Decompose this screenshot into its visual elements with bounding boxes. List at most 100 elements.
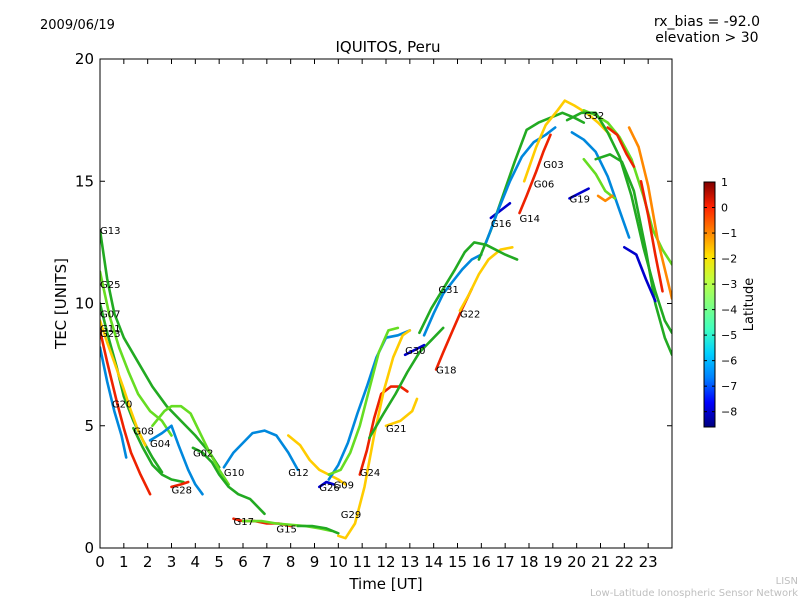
series-line-gdesc2	[565, 111, 672, 335]
prn-label-g23: G23	[100, 329, 120, 340]
x-tick-label: 10	[329, 553, 348, 571]
series-line-g10	[222, 429, 300, 472]
prn-label-g32: G32	[584, 111, 604, 122]
series-line-gdesc5	[582, 157, 617, 200]
colorbar-tick-label: −8	[721, 406, 737, 419]
colorbar-tick-label: 0	[721, 202, 728, 215]
series-line-g14	[518, 133, 552, 215]
x-tick-label: 5	[214, 553, 224, 571]
prn-label-g10: G10	[224, 468, 244, 479]
x-tick-label: 13	[400, 553, 419, 571]
chart-info: rx_bias = -92.0 elevation > 30	[654, 14, 760, 46]
prn-label-g15: G15	[276, 524, 296, 535]
plot-frame	[99, 58, 673, 549]
x-tick-label: 14	[424, 553, 443, 571]
series-line-gdesc10	[596, 194, 614, 203]
colorbar-tick-label: −2	[721, 253, 737, 266]
colorbar-tick-label: −6	[721, 355, 737, 368]
x-tick-label: 4	[191, 553, 201, 571]
colorbar-label: Latitude	[742, 278, 757, 332]
prn-label-g04: G04	[150, 439, 170, 450]
series-line-g15b	[296, 524, 340, 535]
prn-label-g21: G21	[386, 424, 406, 435]
prn-label-g22: G22	[460, 309, 480, 320]
x-axis: 0 1 2 3 4 5 6 7 8 9 10 11 12 13 14 15 16 17 18 19 20 21 22 23	[95, 59, 658, 571]
series-line-g21b	[368, 326, 445, 440]
x-axis-label: Time [UT]	[348, 575, 422, 593]
series-line-g11	[100, 319, 147, 447]
prn-label-g24: G24	[360, 468, 380, 479]
x-tick-label: 16	[472, 553, 491, 571]
x-tick-label: 9	[310, 553, 320, 571]
series-line-g22	[458, 246, 514, 313]
x-tick-label: 18	[519, 553, 538, 571]
colorbar-tick-label: −5	[721, 329, 737, 342]
elevation-label: elevation > 30	[655, 30, 759, 46]
x-tick-label: 0	[95, 553, 105, 571]
series-line-gdesc3	[570, 131, 631, 239]
prn-label-g30: G30	[405, 346, 425, 357]
prn-label-g12: G12	[288, 468, 308, 479]
series-line-gdesc8	[627, 126, 672, 300]
prn-label-g02: G02	[193, 449, 213, 460]
x-tick-label: 17	[496, 553, 515, 571]
y-tick-label: 5	[84, 417, 94, 435]
series-line-gdesc9	[639, 180, 664, 293]
chart-title: IQUITOS, Peru	[335, 38, 441, 56]
prn-label-g11: G11	[100, 324, 120, 335]
series-line-g23	[100, 329, 152, 496]
series-line-g21	[384, 397, 419, 428]
series-line-g13	[100, 228, 221, 469]
colorbar-tick-label: −3	[721, 278, 737, 291]
series-line-gup1	[418, 241, 519, 335]
prn-label-g08: G08	[133, 427, 153, 438]
y-axis: 0 5 10 15 20	[75, 50, 672, 557]
series-line-g16	[489, 202, 512, 220]
prn-label-g07: G07	[100, 309, 120, 320]
rx-bias-label: rx_bias = -92.0	[653, 14, 760, 30]
prn-label-g17: G17	[233, 517, 253, 528]
x-tick-label: 2	[143, 553, 153, 571]
x-tick-label: 19	[543, 553, 562, 571]
x-tick-label: 3	[167, 553, 177, 571]
colorbar-tick-label: −1	[721, 227, 737, 240]
colorbar-bar	[703, 181, 716, 428]
prn-label-g28: G28	[172, 485, 192, 496]
prn-label-g25: G25	[100, 280, 120, 291]
y-tick-label: 20	[75, 50, 94, 68]
series-line-g02	[191, 446, 266, 516]
prn-label-g03: G03	[543, 160, 563, 171]
series-line-g32	[522, 99, 612, 183]
x-tick-label: 11	[353, 553, 372, 571]
series-line-g03	[484, 126, 557, 244]
series-line-g07	[100, 302, 164, 474]
prn-label-g16: G16	[491, 219, 511, 230]
colorbar: 1 0 −1 −2 −3 −4 −5 −6 −7 −8 Latitude	[703, 176, 757, 428]
series-line-grise	[327, 326, 400, 476]
series-line-g09	[327, 329, 412, 481]
network-short: LISN	[775, 576, 798, 587]
chart-date: 2009/06/19	[40, 18, 115, 33]
prn-label-g18: G18	[436, 366, 456, 377]
series-line-g12	[287, 434, 347, 486]
y-axis-label: TEC [UNITS]	[52, 258, 70, 350]
series-line-g28	[170, 480, 190, 489]
prn-label-g19: G19	[570, 194, 590, 205]
series-line-g30	[403, 343, 426, 357]
colorbar-tick-label: −4	[721, 304, 737, 317]
series-line-g25	[100, 270, 173, 437]
series-line-gdesc4	[594, 153, 672, 357]
x-tick-label: 6	[238, 553, 248, 571]
x-tick-label: 1	[119, 553, 129, 571]
x-tick-label: 22	[615, 553, 634, 571]
series-line-g31	[422, 253, 483, 337]
series-line-g19	[568, 187, 590, 200]
prn-label-g09: G09	[334, 480, 354, 491]
network-credit: LISN Low-Latitude Ionospheric Sensor Net…	[590, 576, 798, 600]
x-tick-label: 8	[286, 553, 296, 571]
series-line-gdesc7	[606, 126, 636, 168]
network-full: Low-Latitude Ionospheric Sensor Network	[590, 588, 798, 599]
series-line-g08	[132, 426, 185, 484]
series-line-g26	[318, 480, 335, 489]
